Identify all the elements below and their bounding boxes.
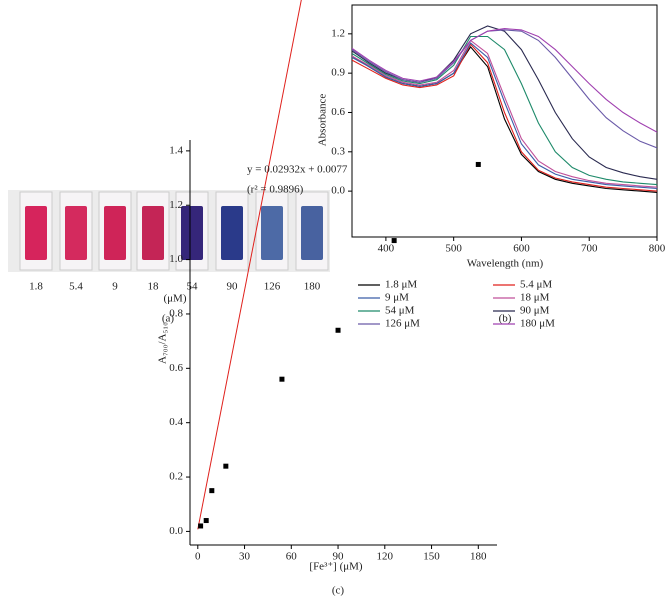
concentration-label: 5.4 [69, 281, 83, 293]
y-tick-label: 0.9 [331, 67, 345, 79]
legend-label: 9 μM [385, 292, 409, 304]
legend-label: 54 μM [385, 305, 415, 317]
x-tick-label: 150 [423, 551, 440, 563]
x-tick-label: 90 [333, 551, 345, 563]
vial-liquid [142, 206, 164, 260]
x-tick-label: 180 [470, 551, 487, 563]
legend-label: 126 μM [385, 318, 420, 330]
plot-frame [351, 4, 658, 238]
fit-line [197, 0, 302, 530]
y-axis-label: A₇₀₀/A₅₁₀ [157, 322, 169, 364]
concentration-label: 1.8 [29, 281, 43, 293]
y-tick-label: 0.0 [331, 185, 345, 197]
y-tick-label: 0.2 [169, 471, 183, 483]
x-tick-label: 0 [195, 551, 201, 563]
data-point [279, 376, 285, 382]
y-tick-label: 0.6 [331, 106, 345, 118]
y-tick-label: 1.0 [169, 253, 183, 265]
data-point [475, 161, 481, 167]
legend-label: 90 μM [520, 305, 550, 317]
concentration-label: 54 [187, 281, 199, 293]
y-tick-label: 0.8 [169, 307, 183, 319]
y-tick-label: 1.4 [169, 144, 183, 156]
y-tick-label: 1.2 [169, 199, 183, 211]
legend-label: 5.4 μM [520, 279, 552, 291]
spectrum-line [352, 39, 657, 188]
legend-label: 180 μM [520, 318, 555, 330]
y-tick-label: 0.4 [169, 416, 183, 428]
data-point [391, 238, 397, 244]
x-tick-label: 800 [649, 243, 666, 255]
vial-liquid [25, 206, 47, 260]
vial-liquid [181, 206, 203, 260]
data-point [223, 463, 229, 469]
spectrum-line [352, 29, 657, 149]
concentration-label: 126 [264, 281, 281, 293]
spectrum-line [352, 28, 657, 133]
vial-liquid [65, 206, 87, 260]
y-tick-label: 0.0 [169, 525, 183, 537]
concentration-label: 180 [304, 281, 321, 293]
vial-liquid [221, 206, 243, 260]
x-axis-label: Wavelength (nm) [467, 258, 544, 270]
y-axis-label: Absorbance [317, 94, 329, 147]
vial-unit: (μM) [163, 293, 186, 305]
vial-liquid [261, 206, 283, 260]
spectrum-line [352, 42, 657, 190]
fit-annotation: y = 0.02932x + 0.0077 [247, 164, 348, 176]
x-axis-label: [Fe³⁺] (μM) [309, 561, 363, 573]
spectrum-line [352, 35, 657, 186]
x-tick-label: 700 [581, 243, 598, 255]
fit-annotation: (r² = 0.9896) [247, 184, 304, 196]
caption: (b) [499, 313, 512, 325]
concentration-label: 90 [227, 281, 239, 293]
spectrum-line [352, 43, 657, 192]
y-tick-label: 0.6 [169, 362, 183, 374]
x-tick-label: 500 [445, 243, 462, 255]
x-tick-label: 600 [513, 243, 530, 255]
legend-label: 18 μM [520, 292, 550, 304]
data-point [198, 523, 204, 529]
y-tick-label: 0.3 [331, 145, 345, 157]
data-point [335, 327, 341, 333]
data-point [203, 518, 209, 524]
vial-liquid [301, 206, 323, 260]
x-tick-label: 400 [378, 243, 395, 255]
data-point [209, 488, 215, 494]
y-tick-label: 1.2 [331, 27, 345, 39]
legend-label: 1.8 μM [385, 279, 417, 291]
concentration-label: 9 [112, 281, 118, 293]
caption: (c) [332, 585, 345, 597]
vial-liquid [104, 206, 126, 260]
spectrum-line [352, 45, 657, 193]
x-tick-label: 120 [377, 551, 394, 563]
caption: (a) [162, 313, 175, 325]
concentration-label: 18 [148, 281, 160, 293]
x-tick-label: 30 [239, 551, 251, 563]
x-tick-label: 60 [286, 551, 298, 563]
